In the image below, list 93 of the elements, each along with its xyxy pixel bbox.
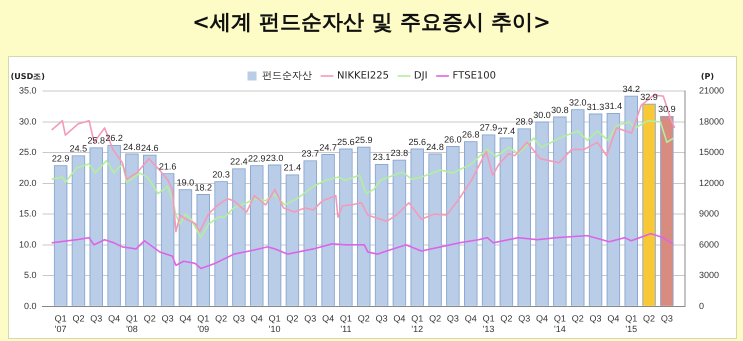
x-tick-label: Q2 xyxy=(643,313,656,324)
data-label: 21.4 xyxy=(284,162,302,173)
data-label: 30.8 xyxy=(551,104,569,115)
x-tick-label: Q1 '07 xyxy=(54,313,67,334)
data-label: 25.6 xyxy=(408,136,426,147)
data-label: 30.0 xyxy=(533,110,551,120)
data-label: 22.9 xyxy=(248,153,266,164)
x-tick-label: Q2 xyxy=(72,313,84,324)
y-tick-label: 10.0 xyxy=(18,239,37,250)
y2-tick-label: 6000 xyxy=(698,239,720,250)
data-label: 25.9 xyxy=(354,134,373,145)
y2-tick-label: 3000 xyxy=(698,270,720,280)
y2-tick-label: 18000 xyxy=(698,116,724,126)
data-label: 27.9 xyxy=(480,122,498,133)
data-label: 31.3 xyxy=(586,102,604,112)
y-tick-label: 5.0 xyxy=(24,270,37,280)
x-tick-label: Q4 xyxy=(322,313,334,324)
data-label: 24.8 xyxy=(123,142,141,152)
data-label: 34.2 xyxy=(622,84,640,94)
x-tick-label: Q3 xyxy=(518,313,530,324)
x-tick-label: Q4 xyxy=(464,313,477,324)
data-label: 23.0 xyxy=(266,152,284,163)
y-axis-title: (USD조) xyxy=(10,72,45,82)
y-tick-label: 30.0 xyxy=(18,116,37,126)
y-tick-label: 20.0 xyxy=(18,178,37,188)
x-tick-label: Q2 xyxy=(144,313,156,324)
x-tick-label: Q4 xyxy=(108,313,120,324)
data-label: 26.2 xyxy=(105,133,123,144)
y2-tick-label: 21000 xyxy=(698,85,724,96)
data-label: 23.8 xyxy=(390,148,408,158)
x-tick-label: Q4 xyxy=(607,313,620,324)
legend-label: FTSE100 xyxy=(452,70,496,82)
x-tick-label: Q1 '08 xyxy=(126,313,138,334)
y-tick-label: 35.0 xyxy=(18,85,37,96)
data-label: 32.9 xyxy=(640,92,658,102)
chart-title: <세계 펀드순자산 및 주요증시 추이> xyxy=(191,9,552,36)
y2-tick-label: 0 xyxy=(698,300,704,311)
x-tick-label: Q2 xyxy=(215,313,228,324)
x-tick-label: Q1 '11 xyxy=(340,313,352,334)
x-tick-label: Q4 xyxy=(393,313,406,324)
y2-tick-label: 9000 xyxy=(698,208,720,219)
legend-label: NIKKEI225 xyxy=(337,70,389,82)
data-label: 23.1 xyxy=(372,152,390,162)
y2-tick-label: 12000 xyxy=(698,178,724,188)
y-tick-label: 15.0 xyxy=(18,208,37,219)
x-tick-label: Q1 '12 xyxy=(411,313,424,334)
x-tick-label: Q3 xyxy=(376,313,388,324)
x-tick-label: Q3 xyxy=(446,313,459,324)
y2-axis-title: (P) xyxy=(700,72,714,82)
x-tick-label: Q3 xyxy=(232,313,245,324)
x-tick-label: Q1 '13 xyxy=(482,313,495,334)
x-tick-label: Q2 xyxy=(286,313,298,324)
data-label: 19.0 xyxy=(176,177,194,188)
x-tick-label: Q1 '14 xyxy=(554,313,566,334)
data-label: 23.7 xyxy=(301,148,320,159)
data-label: 22.9 xyxy=(52,153,70,164)
data-label: 20.3 xyxy=(212,169,230,180)
legend-label: DJI xyxy=(414,70,428,82)
x-tick-label: Q3 xyxy=(590,313,602,324)
data-label: 26.8 xyxy=(462,129,480,140)
data-label: 25.8 xyxy=(88,136,106,146)
data-label: 31.4 xyxy=(604,101,622,112)
data-label: 18.2 xyxy=(194,182,212,192)
x-tick-label: Q2 xyxy=(429,313,442,324)
data-label: 26.0 xyxy=(444,134,462,144)
legend-label: 펀드순자산 xyxy=(262,70,312,82)
y2-tick-label: 15000 xyxy=(698,147,724,158)
x-tick-label: Q3 xyxy=(304,313,316,324)
y-tick-label: 0.0 xyxy=(24,300,37,311)
data-label: 24.5 xyxy=(70,144,88,154)
x-tick-label: Q1 '10 xyxy=(268,313,281,334)
x-tick-label: Q4 xyxy=(250,313,263,324)
x-tick-label: Q1 '09 xyxy=(197,313,210,334)
x-tick-label: Q2 xyxy=(358,313,370,324)
data-label: 24.8 xyxy=(426,142,444,152)
x-tick-label: Q2 xyxy=(500,313,512,324)
data-label: 32.0 xyxy=(568,97,586,108)
data-label: 24.7 xyxy=(319,142,337,152)
x-tick-label: Q4 xyxy=(179,313,192,324)
data-label: 27.4 xyxy=(498,126,516,136)
x-tick-label: Q3 xyxy=(90,313,102,324)
x-tick-label: Q3 xyxy=(660,313,673,324)
x-tick-label: Q1 '15 xyxy=(625,313,638,334)
data-label: 30.9 xyxy=(658,104,676,114)
data-label: 24.6 xyxy=(141,142,159,153)
data-label: 25.6 xyxy=(337,136,355,147)
x-tick-label: Q3 xyxy=(162,313,174,324)
y-tick-label: 25.0 xyxy=(18,147,37,158)
x-tick-label: Q2 xyxy=(572,313,584,324)
data-label: 28.9 xyxy=(515,116,533,127)
data-label: 21.6 xyxy=(158,161,176,172)
x-tick-label: Q4 xyxy=(536,313,548,324)
data-label: 22.4 xyxy=(230,156,248,167)
